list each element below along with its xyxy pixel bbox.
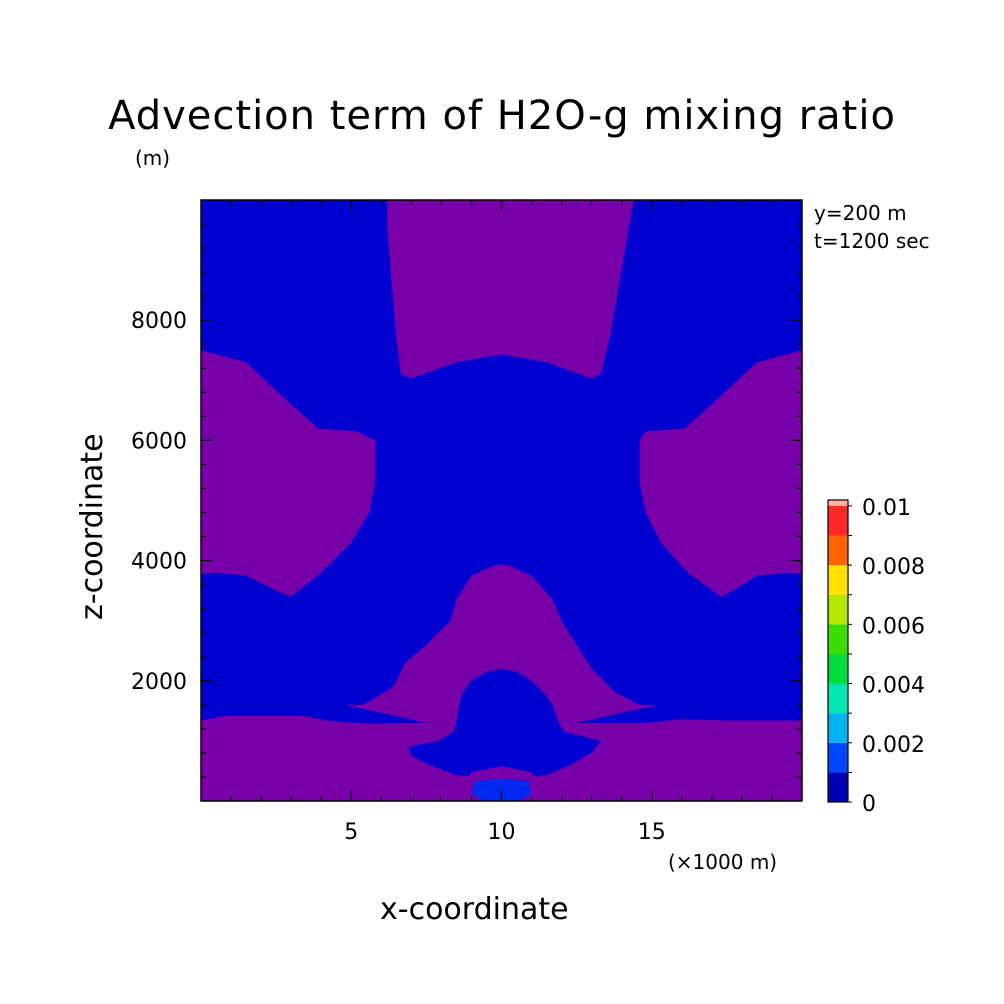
x-tick-label: 5 [344, 820, 358, 845]
colorbar-segment [828, 683, 848, 714]
colorbar-segment [828, 505, 848, 536]
colorbar-label: 0.01 [862, 496, 911, 521]
y-tick-label: 8000 [131, 309, 187, 334]
y-tick-label: 6000 [131, 429, 187, 454]
region-left-lobe [201, 350, 376, 597]
colorbar-cap [828, 500, 848, 506]
colorbar-segment [828, 594, 848, 625]
colorbar-segment [828, 772, 848, 802]
colorbar-segment [828, 713, 848, 743]
colorbar-label: 0 [862, 792, 876, 817]
region-bottom-small-blue [471, 778, 532, 801]
y-tick-label: 4000 [131, 550, 187, 575]
colorbar-label: 0.008 [862, 555, 925, 580]
colorbar-label: 0.004 [862, 674, 925, 699]
colorbar-label: 0.006 [862, 614, 925, 639]
colorbar-segment [828, 565, 848, 595]
y-axis-unit: (m) [135, 146, 171, 170]
colorbar-label: 0.002 [862, 733, 925, 758]
colorbar-segment [828, 535, 848, 566]
info-time: t=1200 sec [814, 229, 930, 253]
colorbar-frame [827, 499, 849, 803]
region-right-lobe [639, 350, 802, 597]
region-top-center [387, 200, 634, 379]
x-axis-label: x-coordinate [380, 892, 569, 927]
chart-title: Advection term of H2O-g mixing ratio [108, 93, 896, 139]
x-tick-label: 10 [488, 820, 516, 845]
region-center-dome [345, 564, 658, 723]
colorbar-segment [828, 624, 848, 654]
colorbar-segment [828, 742, 848, 773]
info-y-position: y=200 m [814, 201, 907, 225]
y-tick-label: 2000 [131, 670, 187, 695]
colorbar-segment [828, 653, 848, 684]
x-tick-label: 15 [638, 820, 666, 845]
region-center-blue-bubble [408, 668, 601, 779]
contour-regions [201, 200, 802, 801]
x-axis-unit: (×1000 m) [668, 850, 778, 874]
